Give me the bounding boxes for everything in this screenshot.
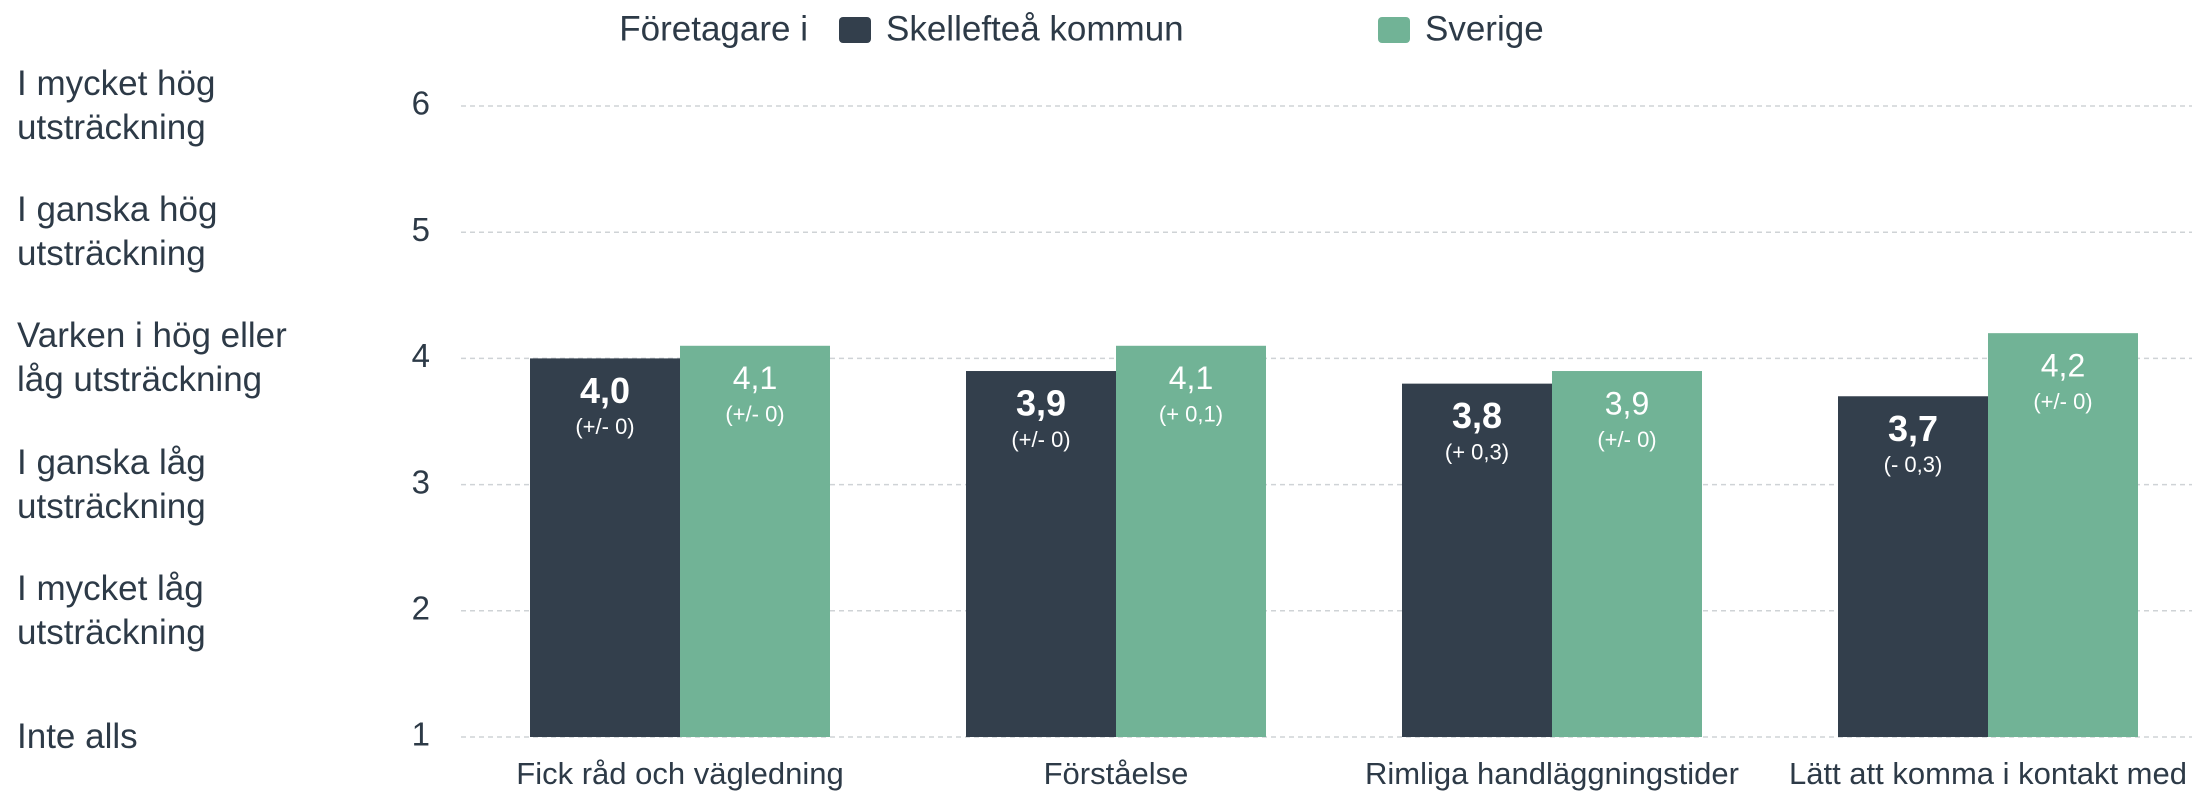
- bar: [1988, 333, 2138, 737]
- bar: [1402, 383, 1552, 737]
- change-label: (+/- 0): [1597, 427, 1656, 452]
- bar: [966, 371, 1116, 737]
- change-label: (+/- 0): [2033, 389, 2092, 414]
- level-label: I ganska hög utsträckning: [17, 190, 218, 274]
- legend-label: Skellefteå kommun: [886, 9, 1184, 48]
- value-label: 4,1: [733, 360, 777, 396]
- x-tick-label: Förståelse: [1044, 756, 1189, 791]
- x-tick-label: Lätt att komma i kontakt med: [1789, 756, 2187, 791]
- level-label: I ganska låg utsträckning: [17, 442, 206, 526]
- y-tick-label: 3: [412, 463, 430, 500]
- bar: [1838, 396, 1988, 737]
- y-tick-label: 2: [412, 590, 430, 627]
- x-tick-label: Fick råd och vägledning: [516, 756, 843, 791]
- value-label: 3,9: [1016, 383, 1066, 424]
- y-tick-label: 5: [412, 211, 430, 248]
- y-tick-label: 6: [412, 85, 430, 122]
- bar: [680, 345, 830, 737]
- legend-swatch: [1378, 17, 1410, 43]
- bar: [1552, 371, 1702, 737]
- value-label: 3,7: [1888, 408, 1938, 449]
- value-label: 4,2: [2041, 348, 2085, 384]
- x-tick-label: Rimliga handläggningstider: [1365, 756, 1739, 791]
- change-label: (+/- 0): [725, 402, 784, 427]
- change-label: (+ 0,1): [1159, 402, 1223, 427]
- bar: [1116, 345, 1266, 737]
- legend-swatch: [839, 17, 871, 43]
- change-label: (+/- 0): [1011, 427, 1070, 452]
- level-label: Inte alls: [17, 717, 138, 756]
- y-tick-label: 4: [412, 337, 430, 374]
- change-label: (+/- 0): [575, 414, 634, 439]
- bar: [530, 358, 680, 737]
- legend-title: Företagare i: [619, 9, 808, 48]
- value-label: 3,9: [1605, 385, 1649, 421]
- value-label: 4,1: [1169, 360, 1213, 396]
- y-tick-label: 1: [412, 716, 430, 753]
- change-label: (- 0,3): [1884, 452, 1943, 477]
- legend-label: Sverige: [1425, 9, 1544, 48]
- value-label: 3,8: [1452, 395, 1502, 436]
- level-label: I mycket hög utsträckning: [17, 64, 216, 147]
- level-label: I mycket låg utsträckning: [17, 568, 206, 652]
- change-label: (+ 0,3): [1445, 439, 1509, 464]
- level-label: Varken i hög eller låg utsträckning: [17, 316, 287, 400]
- value-label: 4,0: [580, 370, 630, 411]
